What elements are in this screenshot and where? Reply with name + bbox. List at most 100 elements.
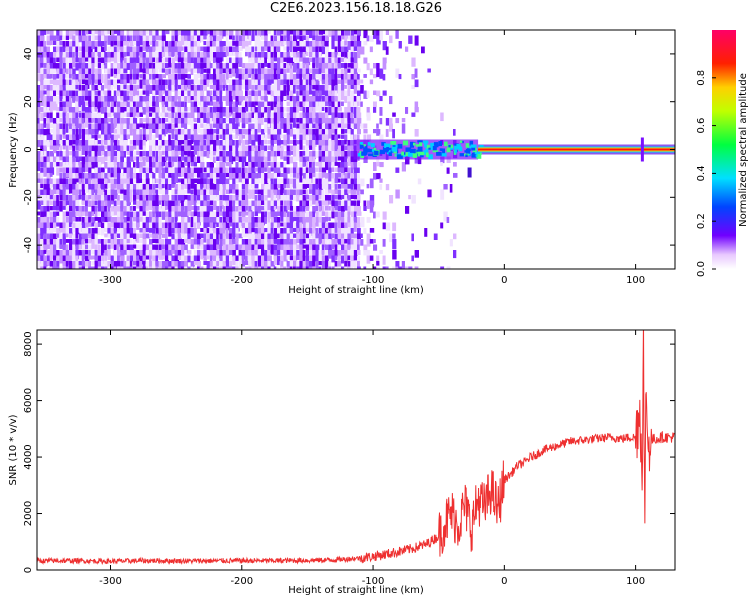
spectrogram-cell — [321, 200, 326, 206]
spectrogram-cell — [187, 200, 192, 206]
spectrogram-cell — [161, 46, 165, 55]
spectrogram-cell — [149, 156, 152, 166]
spectrogram-cell — [155, 211, 159, 218]
spectrogram-cell — [373, 107, 377, 113]
spectrogram-cell — [69, 173, 73, 182]
spectrogram-cell — [305, 211, 310, 219]
spectrogram-cell — [136, 35, 140, 42]
colorbar-gradient — [712, 30, 736, 269]
spectrogram-cell — [229, 206, 233, 213]
spectrogram-cell — [43, 244, 48, 253]
spectrogram-cell — [69, 189, 74, 194]
spectrogram-cell — [149, 145, 153, 156]
spectrogram-cell — [40, 222, 45, 231]
spectrogram-cell — [62, 206, 66, 210]
spectrogram-cell — [136, 107, 139, 113]
spectrogram-cell — [305, 63, 310, 71]
spectrogram-cell — [120, 134, 125, 143]
spectrogram-cell — [229, 74, 233, 78]
spectrogram-cell — [296, 261, 300, 269]
spectrogram-cell — [168, 211, 173, 221]
spectrogram-cell — [123, 74, 128, 81]
spectrogram-cell — [229, 200, 233, 207]
spectrogram-cell — [331, 85, 335, 95]
spectrogram-cell — [241, 255, 245, 262]
spectrogram-cell — [337, 200, 342, 206]
spectrogram-cell — [273, 68, 277, 77]
spectrogram-cell — [181, 63, 185, 73]
spectrogram-cell — [145, 134, 150, 141]
spectrogram-cell — [241, 195, 247, 201]
spectrogram-cell — [251, 112, 254, 119]
spectrogram-cell — [267, 79, 272, 89]
spectrogram-cell — [216, 35, 220, 46]
spectrogram-cell — [78, 261, 83, 266]
band-blob — [367, 142, 371, 146]
spectrogram-cell — [152, 255, 156, 266]
spectrogram-cell — [337, 173, 342, 178]
spectrogram-cell — [331, 52, 335, 61]
spectrogram-cell — [171, 112, 175, 122]
spectrogram-cell — [321, 74, 325, 83]
spectrogram-cell — [331, 200, 336, 208]
spectrogram-cell — [312, 228, 315, 239]
spectrogram-cell — [341, 255, 345, 264]
spectrogram-cell — [219, 184, 223, 194]
spectrogram-cell — [392, 129, 395, 139]
spectrogram-cell — [273, 101, 277, 109]
spectrogram-cell — [299, 74, 302, 82]
spectrogram-cell — [273, 85, 279, 93]
spectrogram-cell — [113, 123, 117, 129]
spectrogram-cell — [139, 228, 143, 233]
spectrogram-cell — [225, 261, 230, 269]
spectrogram-cell — [174, 129, 178, 138]
spectrogram-cell — [133, 35, 137, 42]
spectrogram-cell — [37, 228, 41, 234]
spectrogram-cell — [347, 68, 351, 73]
spectrogram-cell — [65, 250, 70, 257]
spectrogram-cell — [264, 118, 268, 123]
spectrogram-cell — [184, 123, 188, 133]
spectrogram-cell — [187, 74, 191, 79]
spectrogram-cell — [193, 156, 197, 162]
spectrogram-cell — [232, 189, 236, 194]
spectrogram-cell — [305, 200, 310, 209]
spectrogram-cell — [161, 195, 166, 202]
spectrogram-cell — [312, 57, 316, 67]
spectrogram-cell — [43, 195, 48, 201]
spectrogram-cell — [251, 145, 255, 155]
spectrogram-cell — [43, 217, 47, 226]
spectrogram-cell — [261, 46, 265, 52]
spectrogram-cell — [299, 255, 303, 265]
spectrogram-cell — [120, 184, 125, 195]
spectrogram-cell — [286, 244, 291, 254]
spectrogram-cell — [353, 41, 358, 51]
spectrogram-cell — [318, 200, 322, 211]
spectrogram-cell — [334, 266, 338, 269]
spectrogram-cell — [369, 255, 374, 261]
spectrogram-cell — [88, 112, 92, 121]
spectrogram-cell — [296, 211, 301, 217]
spectrogram-cell — [161, 74, 166, 79]
spectrogram-cell — [315, 217, 319, 225]
spectrogram-cell — [232, 255, 236, 263]
spectrogram-cell — [193, 173, 198, 177]
spectrogram-cell — [369, 239, 374, 244]
spectrogram-cell — [341, 41, 346, 50]
spectrogram-cell — [113, 46, 117, 57]
spectrogram-cell — [305, 134, 309, 140]
spectrogram-cell — [321, 57, 325, 67]
spectrogram-cell — [414, 250, 419, 258]
spectrogram-cell — [213, 41, 216, 49]
spectrogram-cell — [133, 101, 136, 107]
spectrogram-cell — [318, 101, 323, 110]
spectrogram-cell — [197, 63, 201, 69]
spectrogram-cell — [350, 129, 354, 140]
spectrogram-cell — [149, 244, 153, 253]
spectrogram-cell — [289, 255, 294, 261]
spectrogram-cell — [49, 101, 54, 110]
spectrogram-cell — [65, 52, 70, 58]
spectrogram-cell — [53, 250, 57, 257]
spectrogram-cell — [347, 96, 352, 104]
spectrogram-cell — [110, 79, 114, 87]
